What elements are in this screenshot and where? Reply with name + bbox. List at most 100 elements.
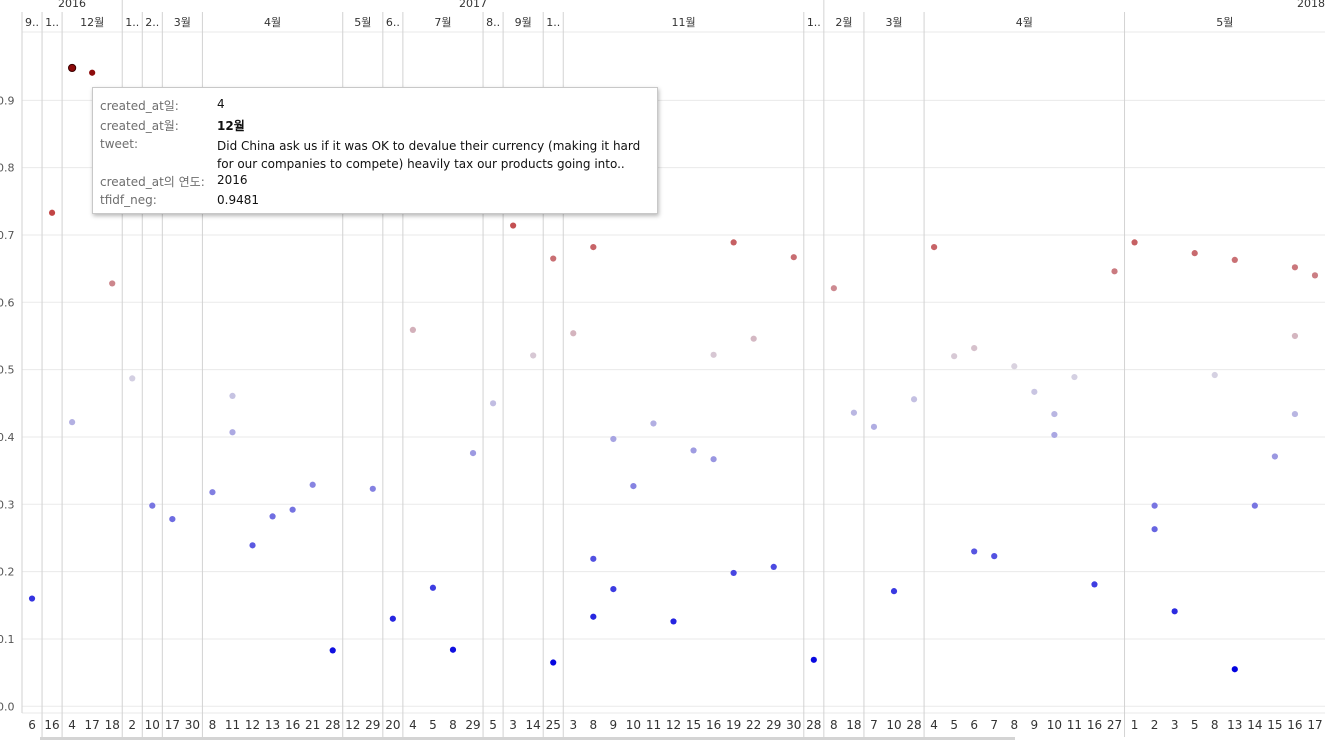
data-point — [1231, 256, 1238, 263]
x-tick-label: 3 — [569, 718, 577, 732]
x-tick-label: 8 — [589, 718, 597, 732]
data-point — [870, 423, 878, 430]
data-point — [1051, 410, 1058, 418]
month-label: 5월 — [354, 16, 371, 29]
data-point — [109, 280, 116, 287]
month-label: 7월 — [434, 16, 451, 29]
data-point — [670, 618, 677, 625]
x-tick-label: 1 — [1131, 718, 1139, 732]
data-point — [1151, 526, 1158, 533]
x-tick-label: 11 — [225, 718, 240, 732]
x-tick-label: 6 — [970, 718, 978, 732]
x-tick-label: 16 — [285, 718, 300, 732]
x-tick-label: 12 — [245, 718, 260, 732]
tooltip-label: created_at월: — [100, 119, 179, 133]
data-point — [810, 656, 817, 663]
tooltip-value: 0.9481 — [217, 193, 259, 207]
data-point — [249, 542, 256, 549]
data-point — [149, 502, 156, 509]
month-label: 1.. — [125, 16, 139, 29]
data-point — [329, 647, 336, 654]
x-tick-label: 29 — [365, 718, 380, 732]
data-point — [690, 447, 697, 454]
x-tick-label: 2 — [1151, 718, 1159, 732]
data-point — [730, 239, 737, 246]
tooltip-label: tweet: — [100, 137, 139, 151]
data-point — [229, 429, 236, 436]
x-axis-day-labels: 6 16 4 17 18 2 10 17 30 8 11 12 13 16 21 28 12 29 20 4 5 8 29 5… — [28, 718, 1322, 732]
year-label: 2018 — [1297, 0, 1325, 10]
x-tick-label: 8 — [209, 718, 217, 732]
month-label: 1.. — [807, 16, 821, 29]
data-point — [770, 563, 777, 571]
x-tick-label: 16 — [44, 718, 59, 732]
data-point — [1271, 453, 1278, 460]
data-point — [610, 586, 617, 593]
data-point — [429, 584, 437, 591]
data-point — [510, 222, 517, 229]
tooltip-tweet-text: Did China ask us if it was OK to devalue… — [217, 139, 641, 171]
data-point — [1291, 410, 1299, 418]
data-point — [710, 351, 717, 358]
data-point — [1231, 666, 1238, 673]
data-point — [289, 506, 296, 513]
month-label: 9.. — [25, 16, 39, 29]
data-point — [550, 659, 557, 666]
x-tick-label: 2 — [128, 718, 136, 732]
data-point — [630, 483, 637, 490]
horizontal-scrollbar[interactable] — [40, 737, 1015, 740]
y-tick-label: 0.3 — [0, 498, 15, 511]
x-tick-label: 28 — [806, 718, 821, 732]
y-tick-label: 0.8 — [0, 162, 15, 175]
x-tick-label: 5 — [950, 718, 958, 732]
month-label: 2월 — [835, 16, 852, 29]
x-tick-label: 16 — [706, 718, 721, 732]
data-point — [409, 326, 416, 334]
data-point — [229, 392, 236, 399]
tooltip-value: 2016 — [217, 173, 248, 187]
column-headers: 9.. 1.. 12월 1.. 2.. 3월 4월 5월 6.. 7월 8.. 9월 1.. 11월 1..… — [25, 0, 1325, 29]
data-point — [1091, 581, 1098, 588]
x-tick-label: 8 — [1211, 718, 1219, 732]
month-label: 12월 — [80, 16, 104, 29]
data-point — [730, 569, 737, 577]
point-tooltip: created_at일: 4 created_at월: 12월 tweet: D… — [92, 87, 658, 214]
data-point — [590, 243, 597, 251]
x-tick-label: 29 — [465, 718, 480, 732]
x-tick-label: 15 — [1267, 718, 1282, 732]
data-point — [1251, 502, 1258, 509]
x-tick-label: 16 — [1287, 718, 1302, 732]
data-point — [1211, 371, 1218, 379]
x-tick-label: 4 — [409, 718, 417, 732]
data-point — [590, 613, 597, 620]
x-tick-label: 18 — [846, 718, 861, 732]
tooltip-value: 12월 — [217, 119, 245, 133]
tooltip-label: tfidf_neg: — [100, 193, 157, 207]
y-tick-label: 0.4 — [0, 431, 15, 444]
x-tick-label: 8 — [1010, 718, 1018, 732]
data-point — [991, 553, 998, 560]
data-point — [169, 515, 176, 523]
month-label: 2.. — [145, 16, 159, 29]
data-point — [1151, 502, 1158, 509]
data-point — [1311, 272, 1319, 279]
data-point — [850, 409, 858, 416]
tooltip-label: created_at의 연도: — [100, 175, 205, 189]
data-point — [890, 588, 898, 595]
data-point — [1171, 608, 1178, 615]
x-tick-label: 10 — [886, 718, 901, 732]
x-tick-label: 18 — [105, 718, 120, 732]
x-tick-label: 30 — [185, 718, 200, 732]
x-tick-label: 3 — [1171, 718, 1179, 732]
x-tick-label: 29 — [766, 718, 781, 732]
data-point — [650, 420, 657, 427]
data-point — [209, 489, 216, 496]
x-tick-label: 27 — [1107, 718, 1122, 732]
year-label: 2017 — [459, 0, 487, 10]
data-point — [971, 344, 978, 352]
x-tick-label: 15 — [686, 718, 701, 732]
data-point — [1051, 431, 1058, 439]
month-label: 8.. — [486, 16, 500, 29]
data-point — [469, 450, 477, 457]
